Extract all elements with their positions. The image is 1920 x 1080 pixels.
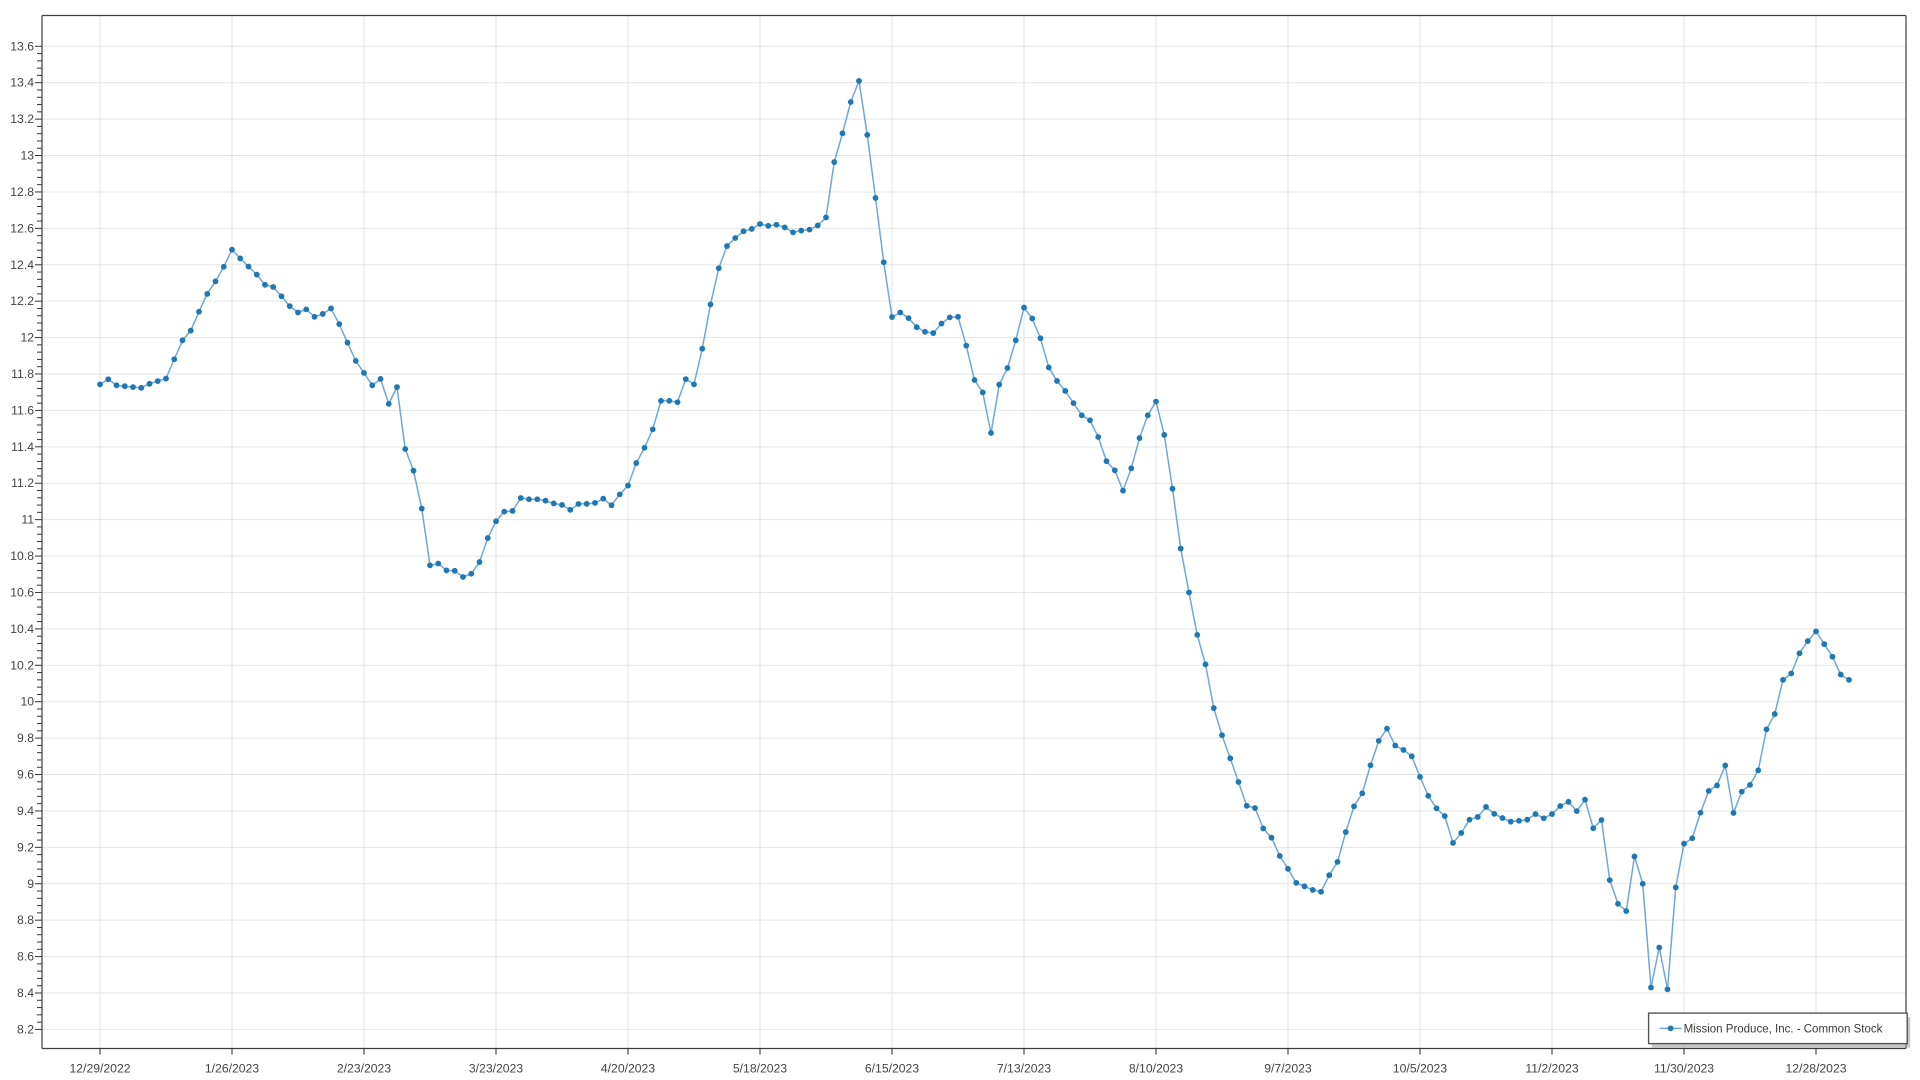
svg-text:Mission Produce, Inc. - Common: Mission Produce, Inc. - Common Stock [1684, 1024, 1883, 1036]
svg-text:8.2: 8.2 [17, 1022, 34, 1036]
svg-text:10: 10 [20, 695, 34, 709]
svg-text:11/2/2023: 11/2/2023 [1525, 1062, 1579, 1076]
svg-text:13.2: 13.2 [10, 112, 34, 126]
svg-text:9/7/2023: 9/7/2023 [1264, 1062, 1312, 1076]
svg-text:11.8: 11.8 [11, 367, 34, 381]
svg-text:10.4: 10.4 [10, 622, 34, 636]
svg-text:13.6: 13.6 [10, 39, 34, 53]
svg-text:9.6: 9.6 [17, 768, 34, 782]
svg-text:11/30/2023: 11/30/2023 [1654, 1062, 1714, 1076]
svg-text:12.8: 12.8 [10, 185, 34, 199]
svg-text:8.8: 8.8 [17, 913, 34, 927]
svg-text:11.4: 11.4 [11, 440, 34, 454]
svg-text:6/15/2023: 6/15/2023 [865, 1062, 919, 1076]
svg-text:3/23/2023: 3/23/2023 [469, 1062, 523, 1076]
svg-text:7/13/2023: 7/13/2023 [997, 1062, 1051, 1076]
svg-text:12/28/2023: 12/28/2023 [1786, 1062, 1847, 1076]
svg-text:10.2: 10.2 [10, 658, 34, 672]
svg-text:9.8: 9.8 [17, 731, 34, 745]
svg-text:8.6: 8.6 [17, 950, 34, 964]
svg-text:12/29/2022: 12/29/2022 [70, 1062, 131, 1076]
svg-text:13.4: 13.4 [10, 76, 34, 90]
svg-text:9.2: 9.2 [17, 840, 34, 854]
svg-text:12.4: 12.4 [10, 258, 34, 272]
svg-text:1/26/2023: 1/26/2023 [205, 1062, 259, 1076]
svg-text:12: 12 [20, 331, 34, 345]
svg-text:4/20/2023: 4/20/2023 [601, 1062, 655, 1076]
svg-text:5/18/2023: 5/18/2023 [733, 1062, 787, 1076]
svg-text:10/5/2023: 10/5/2023 [1393, 1062, 1447, 1076]
svg-text:11.2: 11.2 [11, 476, 34, 490]
svg-text:8.4: 8.4 [17, 986, 34, 1000]
svg-text:12.6: 12.6 [10, 221, 34, 235]
svg-text:10.6: 10.6 [10, 585, 34, 599]
svg-text:12.2: 12.2 [10, 294, 34, 308]
svg-text:11: 11 [21, 513, 34, 527]
svg-text:13: 13 [20, 149, 34, 163]
svg-text:11.6: 11.6 [11, 403, 34, 417]
svg-text:9.4: 9.4 [17, 804, 34, 818]
svg-text:9: 9 [27, 877, 34, 891]
svg-text:8/10/2023: 8/10/2023 [1129, 1062, 1183, 1076]
svg-text:10.8: 10.8 [10, 549, 34, 563]
svg-text:2/23/2023: 2/23/2023 [337, 1062, 391, 1076]
